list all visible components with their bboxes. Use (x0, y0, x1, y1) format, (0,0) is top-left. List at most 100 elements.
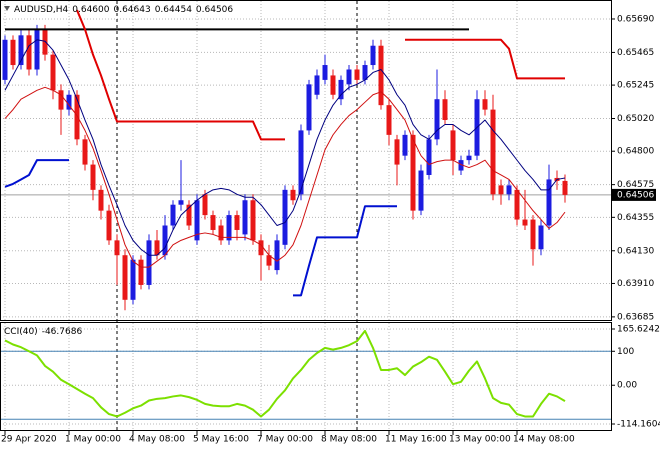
candle-body (346, 69, 352, 85)
candle-body (26, 35, 32, 70)
candle-body (506, 185, 512, 195)
candle-body (210, 215, 216, 230)
candle-body (242, 200, 248, 235)
candle-body (306, 84, 312, 131)
axes: 0.65690 0.65465 0.65245 0.65020 0.64800 0.645… (1, 14, 660, 444)
candle-body (338, 79, 344, 100)
candle-body (98, 189, 104, 211)
candle-body (410, 134, 416, 211)
y-tick-label: 0.00 (617, 381, 637, 391)
price-pane (0, 9, 612, 311)
candle-body (450, 130, 456, 161)
candle-body (530, 219, 536, 250)
candle-body (234, 215, 240, 230)
candle-body (154, 240, 160, 256)
indicator-name: CCI(40) (4, 327, 38, 337)
candle-body (466, 155, 472, 161)
candle-body (282, 189, 288, 245)
candle-body (274, 240, 280, 271)
cci-pane (0, 329, 612, 420)
y-tick-label: 0.65020 (617, 114, 654, 124)
candle-body (522, 219, 528, 226)
y-tick-label: 0.65245 (617, 81, 654, 91)
candle-body (146, 240, 152, 285)
candle-body (290, 189, 296, 201)
line-series (4, 39, 566, 256)
y-tick-label: 0.64355 (617, 213, 654, 223)
candle-body (18, 35, 24, 66)
y-tick-label: 0.64130 (617, 246, 654, 256)
candle-body (434, 99, 440, 140)
y-tick-label: 165.6242 (617, 325, 660, 335)
y-tick-label: 0.65465 (617, 48, 654, 58)
candle-body (258, 240, 264, 256)
candle-body (546, 179, 552, 226)
candle-body (482, 99, 488, 110)
line-series (4, 329, 566, 418)
low-label: 0.64454 (155, 5, 192, 15)
candle-body (402, 134, 408, 156)
candle-body (82, 139, 88, 165)
candle-body (178, 200, 184, 205)
indicator-header: CCI(40) -46.7686 (4, 327, 82, 337)
candle-body (138, 259, 144, 285)
candle-body (362, 65, 368, 80)
candle-body (266, 255, 272, 266)
x-tick-label: 13 May 00:00 (449, 435, 511, 445)
candle-body (10, 39, 16, 66)
collapse-icon[interactable] (4, 6, 10, 11)
candle-body (2, 39, 8, 80)
x-tick-label: 1 May 00:00 (65, 435, 121, 445)
candle-body (50, 54, 56, 91)
x-tick-label: 4 May 08:00 (129, 435, 185, 445)
candle-body (226, 215, 232, 241)
candle-body (330, 75, 336, 95)
candle-body (186, 204, 192, 226)
candle-body (58, 90, 64, 110)
y-tick-label: 0.64800 (617, 147, 654, 157)
open-label: 0.64600 (72, 5, 109, 15)
candle-body (458, 160, 464, 171)
price-pane-frame (0, 0, 612, 321)
chart-header: AUDUSD,H4 0.64600 0.64643 0.64454 0.64506 (14, 5, 233, 15)
line-series (76, 9, 565, 141)
candle-body (114, 240, 120, 256)
price-tag: 0.64506 (617, 190, 654, 200)
candle-body (130, 259, 136, 300)
x-tick-label: 14 May 08:00 (513, 435, 575, 445)
x-tick-label: 11 May 16:00 (385, 435, 447, 445)
candle-body (74, 94, 80, 140)
candle-body (298, 130, 304, 195)
candle-body (378, 45, 384, 106)
x-tick-label: 8 May 08:00 (321, 435, 377, 445)
candle-body (354, 69, 360, 80)
x-tick-label: 29 Apr 2020 (1, 435, 57, 445)
candle-body (34, 29, 40, 70)
candle-body (170, 204, 176, 226)
candle-body (66, 94, 72, 110)
candle-body (498, 185, 504, 195)
symbol: AUDUSD,H4 (14, 5, 69, 15)
y-tick-label: 100 (617, 347, 634, 357)
candle-body (538, 225, 544, 250)
candle-body (490, 109, 496, 195)
close-label: 0.64506 (196, 5, 233, 15)
candle-body (90, 164, 96, 190)
candle-body (122, 255, 128, 300)
cci-pane-frame (0, 322, 612, 431)
candle-body (394, 139, 400, 165)
y-tick-label: 0.63685 (617, 312, 654, 322)
candle-body (386, 105, 392, 135)
candle-body (322, 65, 328, 80)
candle-body (106, 210, 112, 241)
candle-body (370, 45, 376, 66)
candle-body (426, 139, 432, 175)
price-tag-bg (612, 188, 656, 201)
candle-body (250, 200, 256, 241)
candle-body (202, 194, 208, 216)
y-tick-label: 0.65690 (617, 14, 654, 24)
indicator-value: -46.7686 (42, 327, 83, 337)
candle-body (418, 170, 424, 211)
candle-body (218, 225, 224, 241)
candle-body (162, 225, 168, 256)
